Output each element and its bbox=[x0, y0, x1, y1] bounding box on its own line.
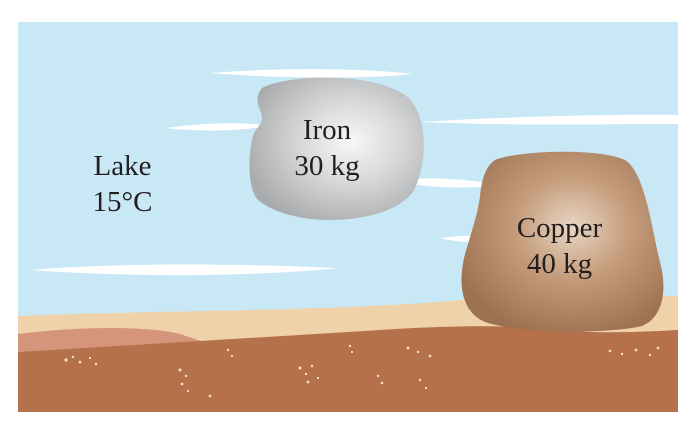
iron-name: Iron bbox=[302, 114, 352, 146]
lake-name: Lake bbox=[93, 150, 152, 182]
iron-block bbox=[249, 77, 424, 220]
copper-block bbox=[461, 151, 664, 332]
iron-mass: 30 kg bbox=[294, 150, 360, 182]
copper-mass: 40 kg bbox=[526, 248, 593, 280]
copper-name: Copper bbox=[516, 212, 603, 244]
lake-label: Lake 15°C bbox=[60, 148, 185, 220]
lake-floor-soil bbox=[18, 326, 678, 412]
soil-pebbles bbox=[64, 344, 660, 398]
lake-temperature: 15°C bbox=[92, 186, 153, 218]
copper-label: Copper 40 kg bbox=[492, 210, 627, 282]
iron-label: Iron 30 kg bbox=[262, 112, 392, 184]
